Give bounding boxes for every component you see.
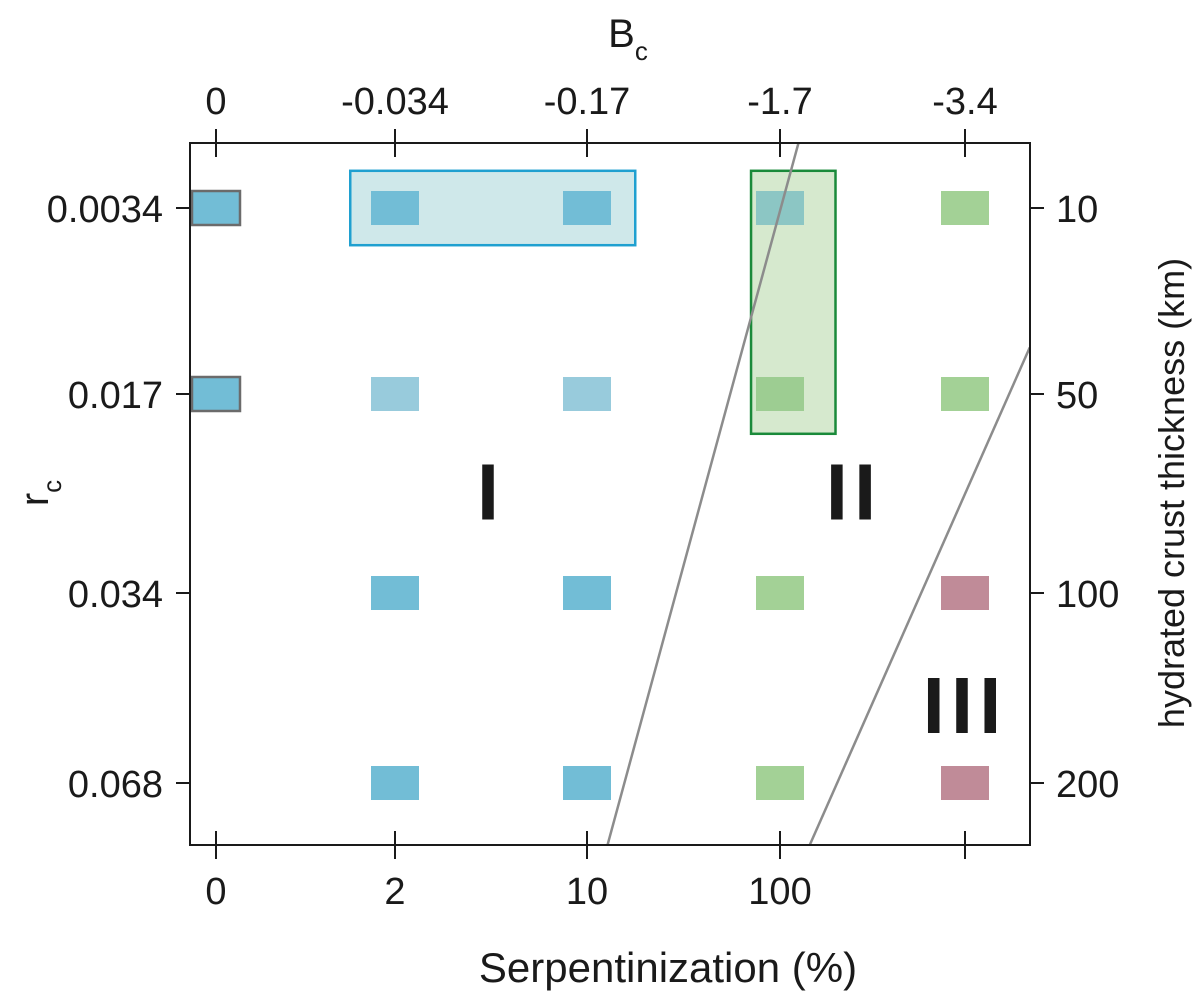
boundary-lines-layer [606, 143, 1030, 845]
region-label-3: III [923, 661, 1008, 750]
y-left-tick-label-2: 0.034 [68, 574, 163, 616]
axis-ticks-layer: 0 0 -0.034 2 -0.17 10 -1.7 100 -3.4 0.0034 10 0.017… [47, 81, 1120, 913]
y-right-tick-label-0: 10 [1056, 189, 1098, 231]
y-left-tick-label-1: 0.017 [68, 375, 163, 417]
x-top-tick-label-0: 0 [205, 81, 226, 123]
y-right-tick-label-3: 200 [1056, 764, 1119, 806]
y-left-axis-title-group: rc [13, 480, 67, 506]
data-point-r2-c2 [563, 576, 611, 610]
y-left-tick-label-3: 0.068 [68, 764, 163, 806]
data-point-r3-c3 [756, 766, 804, 800]
data-point-r2-c3 [756, 576, 804, 610]
data-point-r2-c1 [371, 576, 419, 610]
data-point-r2-c4 [941, 576, 989, 610]
data-point-r1-c3 [756, 377, 804, 411]
x-bottom-tick-label-0: 0 [205, 871, 226, 913]
y-right-axis-title-group: hydrated crust thickness (km) [1151, 258, 1192, 728]
data-point-r1-c4 [941, 377, 989, 411]
region-label-1: I [477, 448, 505, 537]
data-points-layer [190, 189, 989, 800]
region-label-2: II [826, 448, 882, 537]
data-point-r1-c2 [563, 377, 611, 411]
x-bottom-tick-label-2: 10 [566, 871, 608, 913]
data-point-r3-c1 [371, 766, 419, 800]
x-bottom-tick-label-1: 2 [384, 871, 405, 913]
x-bottom-axis-title: Serpentinization (%) [479, 944, 857, 991]
data-point-r0-c4 [941, 191, 989, 225]
x-top-tick-label-3: -1.7 [747, 81, 812, 123]
y-left-axis-title: rc [13, 480, 67, 506]
boundary-line-2 [808, 346, 1030, 845]
x-top-tick-label-2: -0.17 [544, 81, 631, 123]
data-point-r1-c0 [190, 375, 242, 413]
y-right-tick-label-2: 100 [1056, 574, 1119, 616]
plot-frame [189, 142, 1031, 846]
data-point-r3-c2 [563, 766, 611, 800]
x-top-tick-label-4: -3.4 [932, 81, 997, 123]
y-right-axis-title: hydrated crust thickness (km) [1151, 258, 1192, 728]
x-bottom-tick-label-3: 100 [748, 871, 811, 913]
data-point-r0-c0 [190, 189, 242, 227]
y-right-tick-label-1: 50 [1056, 375, 1098, 417]
x-top-axis-title: Bc [608, 12, 648, 66]
data-point-r1-c1 [371, 377, 419, 411]
x-top-tick-label-1: -0.034 [341, 81, 449, 123]
data-point-r0-c2 [563, 191, 611, 225]
boundary-line-1 [606, 143, 800, 845]
y-left-tick-label-0: 0.0034 [47, 189, 163, 231]
data-point-r0-c1 [371, 191, 419, 225]
data-point-r3-c4 [941, 766, 989, 800]
